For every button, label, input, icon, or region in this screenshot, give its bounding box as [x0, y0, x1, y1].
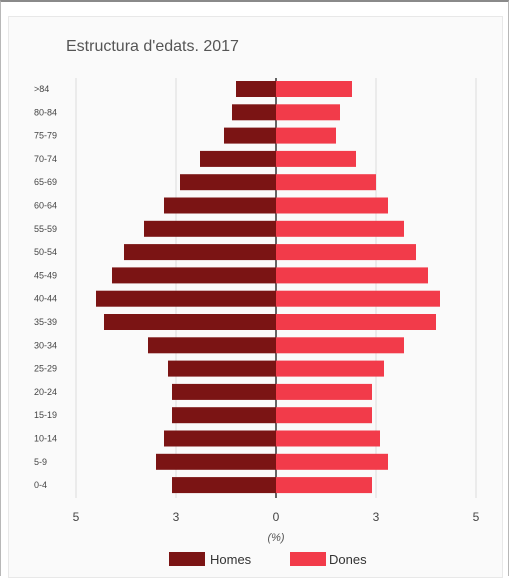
bar-dones-15 [276, 430, 380, 447]
x-axis-ticks: 5 3 0 3 5 [73, 510, 480, 524]
y-tick-label-2: 75-79 [34, 131, 57, 141]
bar-homes-17 [172, 477, 276, 494]
y-tick-label-8: 45-49 [34, 270, 57, 280]
bar-dones-13 [276, 383, 372, 400]
bar-dones-7 [276, 244, 416, 261]
y-tick-label-12: 25-29 [34, 364, 57, 374]
bar-dones-12 [276, 360, 384, 377]
y-tick-label-16: 5-9 [34, 457, 47, 467]
y-tick-label-17: 0-4 [34, 480, 47, 490]
y-tick-label-5: 60-64 [34, 201, 57, 211]
bar-homes-4 [180, 174, 276, 191]
x-axis-label: (%) [267, 532, 284, 544]
bar-dones-16 [276, 453, 388, 470]
bar-homes-10 [104, 314, 276, 330]
legend-label-dones: Dones [329, 552, 367, 567]
x-tick-label-1: 3 [173, 510, 180, 524]
bar-dones-0 [276, 81, 352, 97]
bar-homes-6 [144, 220, 276, 237]
bar-dones-4 [276, 174, 376, 191]
y-tick-label-9: 40-44 [34, 294, 57, 304]
bar-homes-12 [168, 360, 276, 377]
x-tick-label-3: 3 [373, 510, 380, 524]
x-tick-label-2: 0 [273, 510, 280, 524]
bar-dones-5 [276, 197, 388, 214]
bar-dones-6 [276, 220, 404, 237]
x-tick-label-0: 5 [73, 510, 80, 524]
bar-dones-2 [276, 127, 336, 144]
y-tick-label-3: 70-74 [34, 154, 57, 164]
x-tick-label-4: 5 [473, 510, 480, 524]
bar-dones-17 [276, 477, 372, 494]
grid-lines [75, 78, 477, 498]
y-tick-label-15: 10-14 [34, 434, 57, 444]
bar-dones-9 [276, 290, 440, 307]
y-tick-label-10: 35-39 [34, 317, 57, 327]
legend: Homes Dones [169, 552, 367, 567]
y-tick-label-6: 55-59 [34, 224, 57, 234]
bar-homes-8 [112, 267, 276, 284]
legend-swatch-homes [169, 552, 205, 566]
bar-homes-1 [232, 104, 276, 121]
chart-title: Estructura d'edats. 2017 [66, 38, 239, 55]
bar-dones-3 [276, 150, 356, 167]
legend-swatch-dones [290, 552, 326, 566]
bar-homes-13 [172, 383, 276, 400]
bar-homes-0 [236, 81, 276, 97]
y-tick-label-11: 30-34 [34, 340, 57, 350]
bar-homes-14 [172, 407, 276, 424]
y-axis-labels: >84 80-84 75-79 70-74 65-69 60-64 55-59 50-54 45… [34, 84, 57, 490]
y-tick-label-7: 50-54 [34, 247, 57, 257]
bar-homes-11 [148, 337, 276, 354]
y-tick-label-14: 15-19 [34, 410, 57, 420]
bar-homes-7 [124, 244, 276, 261]
bar-dones-11 [276, 337, 404, 354]
bar-homes-16 [156, 453, 276, 470]
bar-homes-2 [224, 127, 276, 144]
y-tick-label-4: 65-69 [34, 177, 57, 187]
bar-dones-8 [276, 267, 428, 284]
bar-homes-15 [164, 430, 276, 447]
bar-dones-1 [276, 104, 340, 121]
legend-label-homes: Homes [210, 552, 252, 567]
y-tick-label-13: 20-24 [34, 387, 57, 397]
y-tick-label-0: >84 [34, 84, 49, 94]
bars [96, 81, 440, 494]
bar-dones-14 [276, 407, 372, 424]
bar-dones-10 [276, 314, 436, 330]
bar-homes-5 [164, 197, 276, 214]
bar-homes-9 [96, 290, 276, 307]
bar-homes-3 [200, 150, 276, 167]
y-tick-label-1: 80-84 [34, 107, 57, 117]
